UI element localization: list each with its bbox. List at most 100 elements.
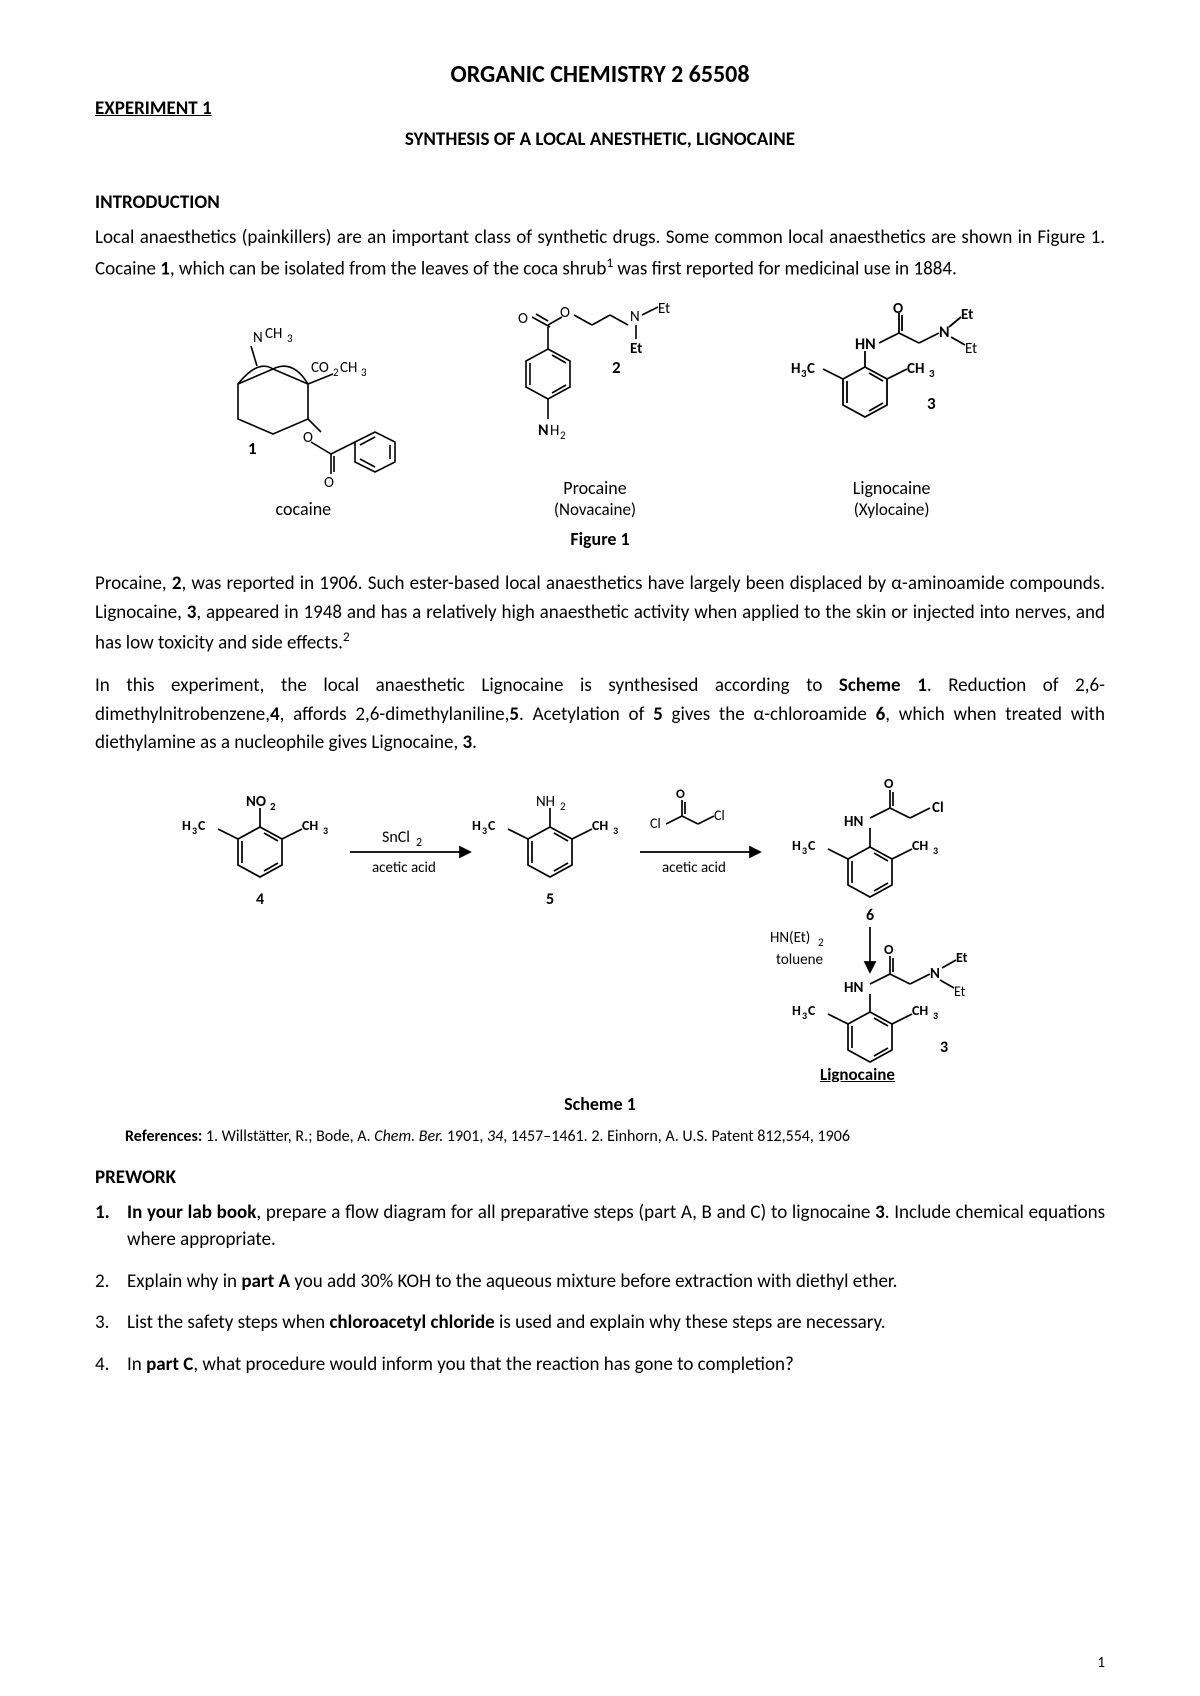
svg-text:Cl: Cl bbox=[650, 815, 661, 832]
svg-text:N: N bbox=[939, 323, 950, 342]
svg-text:2: 2 bbox=[612, 357, 621, 378]
svg-text:CH: CH bbox=[912, 837, 928, 854]
prework-heading: PREWORK bbox=[95, 1166, 1105, 1189]
text-fragment: gives the α-chloroamide bbox=[663, 703, 876, 726]
ref-text: , 1457–1461. 2. Einhorn, A. U.S. Patent … bbox=[503, 1127, 850, 1146]
svg-text:3: 3 bbox=[613, 824, 618, 837]
structure-subname: (Xylocaine) bbox=[854, 499, 930, 520]
svg-text:2: 2 bbox=[416, 836, 422, 850]
svg-text:Cl: Cl bbox=[714, 807, 725, 824]
text-fragment: you add 30% KOH to the aqueous mixture b… bbox=[290, 1270, 897, 1293]
svg-text:3: 3 bbox=[361, 366, 367, 379]
intro-paragraph-1: Local anaesthetics (painkillers) are an … bbox=[95, 224, 1105, 283]
svg-text:C: C bbox=[807, 360, 815, 378]
compound-ref: 5 bbox=[509, 703, 519, 726]
svg-text:HN(Et): HN(Et) bbox=[770, 929, 810, 947]
text-fragment: In your lab book bbox=[127, 1201, 256, 1224]
structure-cocaine: N CH 3 CO 2 CH 3 O O bbox=[203, 324, 403, 520]
scheme-1: N O 2 H 3 C CH 3 4 SnCl 2 acetic acid bbox=[95, 772, 1105, 1115]
svg-text:3: 3 bbox=[323, 824, 328, 837]
text-fragment: In this experiment, the local anaestheti… bbox=[95, 674, 839, 697]
scheme-ref: Scheme 1 bbox=[839, 674, 927, 697]
compound-ref: 4 bbox=[270, 703, 280, 726]
svg-text:2: 2 bbox=[818, 936, 824, 949]
structure-name: Procaine bbox=[563, 477, 626, 499]
svg-text:Et: Et bbox=[954, 983, 966, 1000]
text-fragment: part C bbox=[146, 1353, 193, 1376]
svg-text:Lignocaine: Lignocaine bbox=[820, 1064, 895, 1082]
reference-sup: 2 bbox=[343, 628, 350, 645]
page-number: 1 bbox=[1097, 1654, 1105, 1672]
svg-text:O: O bbox=[560, 304, 570, 322]
svg-text:HN: HN bbox=[844, 979, 863, 997]
svg-text:3: 3 bbox=[933, 844, 938, 857]
svg-text:3: 3 bbox=[933, 1009, 938, 1022]
prework-q2: Explain why in part A you add 30% KOH to… bbox=[95, 1268, 1105, 1296]
svg-text:SnCl: SnCl bbox=[382, 828, 410, 847]
svg-text:Et: Et bbox=[956, 949, 968, 966]
svg-text:H: H bbox=[550, 422, 559, 440]
svg-text:Et: Et bbox=[965, 340, 977, 358]
text-fragment: part A bbox=[241, 1270, 290, 1293]
text-fragment: was first reported for medicinal use in … bbox=[613, 257, 957, 280]
svg-text:H: H bbox=[792, 1002, 801, 1019]
text-fragment: chloroacetyl chloride bbox=[329, 1311, 494, 1334]
svg-text:2: 2 bbox=[560, 429, 566, 442]
svg-text:3: 3 bbox=[929, 367, 935, 380]
structure-name: cocaine bbox=[276, 498, 332, 520]
compound-ref: 1 bbox=[160, 257, 170, 280]
figure-1: N CH 3 CO 2 CH 3 O O bbox=[95, 303, 1105, 550]
svg-text:CH: CH bbox=[907, 360, 924, 378]
svg-text:Et: Et bbox=[630, 340, 642, 358]
text-fragment: Explain why in bbox=[127, 1270, 241, 1293]
references: References: 1. Willstätter, R.; Bode, A.… bbox=[125, 1127, 1075, 1146]
text-fragment: . bbox=[472, 731, 477, 754]
svg-text:N: N bbox=[930, 965, 940, 983]
svg-text:1: 1 bbox=[248, 438, 257, 459]
paragraph-2: Procaine, 2, was reported in 1906. Such … bbox=[95, 570, 1105, 658]
svg-text:O: O bbox=[884, 941, 894, 958]
text-fragment: , which can be isolated from the leaves … bbox=[170, 257, 607, 280]
svg-text:O: O bbox=[884, 775, 894, 792]
text-fragment: List the safety steps when bbox=[127, 1311, 329, 1334]
svg-text:3: 3 bbox=[192, 824, 197, 837]
svg-text:NH: NH bbox=[536, 793, 555, 811]
svg-text:H: H bbox=[791, 360, 800, 378]
ref-italic: Chem. Ber. bbox=[374, 1127, 443, 1146]
compound-5-label: 5 bbox=[546, 890, 554, 909]
text-fragment: , appeared in 1948 and has a relatively … bbox=[95, 601, 1105, 655]
prework-list: In your lab book, prepare a flow diagram… bbox=[95, 1199, 1105, 1379]
text-fragment: , prepare a flow diagram for all prepara… bbox=[256, 1201, 875, 1224]
svg-text:2: 2 bbox=[560, 800, 566, 813]
svg-text:CH: CH bbox=[592, 817, 608, 834]
experiment-heading: EXPERIMENT 1 bbox=[95, 97, 1105, 120]
svg-text:3: 3 bbox=[802, 844, 807, 857]
svg-text:C: C bbox=[808, 1002, 816, 1019]
svg-text:Et: Et bbox=[658, 303, 670, 318]
compound-4-label: 4 bbox=[256, 890, 264, 909]
text-fragment: , what procedure would inform you that t… bbox=[193, 1353, 793, 1376]
compound-ref: 3 bbox=[875, 1201, 885, 1224]
scheme-1-svg: N O 2 H 3 C CH 3 4 SnCl 2 acetic acid bbox=[150, 772, 1050, 1082]
svg-text:3: 3 bbox=[927, 393, 936, 414]
svg-text:CH: CH bbox=[302, 817, 318, 834]
ref-text: 1901, bbox=[443, 1127, 487, 1146]
svg-text:3: 3 bbox=[287, 332, 293, 345]
svg-text:HN: HN bbox=[844, 813, 863, 831]
cocaine-svg: N CH 3 CO 2 CH 3 O O bbox=[203, 324, 403, 494]
scheme-1-caption: Scheme 1 bbox=[95, 1093, 1105, 1115]
experiment-subtitle: SYNTHESIS OF A LOCAL ANESTHETIC, LIGNOCA… bbox=[95, 128, 1105, 151]
structure-subname: (Novacaine) bbox=[554, 499, 636, 520]
compound-ref: 2 bbox=[172, 572, 182, 595]
figure-1-row: N CH 3 CO 2 CH 3 O O bbox=[155, 303, 1045, 520]
svg-text:acetic acid: acetic acid bbox=[372, 859, 436, 877]
references-label: References: bbox=[125, 1127, 202, 1146]
svg-text:2: 2 bbox=[270, 800, 276, 813]
svg-text:C: C bbox=[198, 817, 206, 834]
structure-procaine: O O N Et Et bbox=[500, 303, 690, 520]
svg-text:C: C bbox=[488, 817, 496, 834]
figure-1-caption: Figure 1 bbox=[95, 528, 1105, 550]
svg-text:toluene: toluene bbox=[776, 951, 823, 969]
ref-italic: 34 bbox=[487, 1127, 503, 1146]
svg-text:CH: CH bbox=[912, 1002, 928, 1019]
